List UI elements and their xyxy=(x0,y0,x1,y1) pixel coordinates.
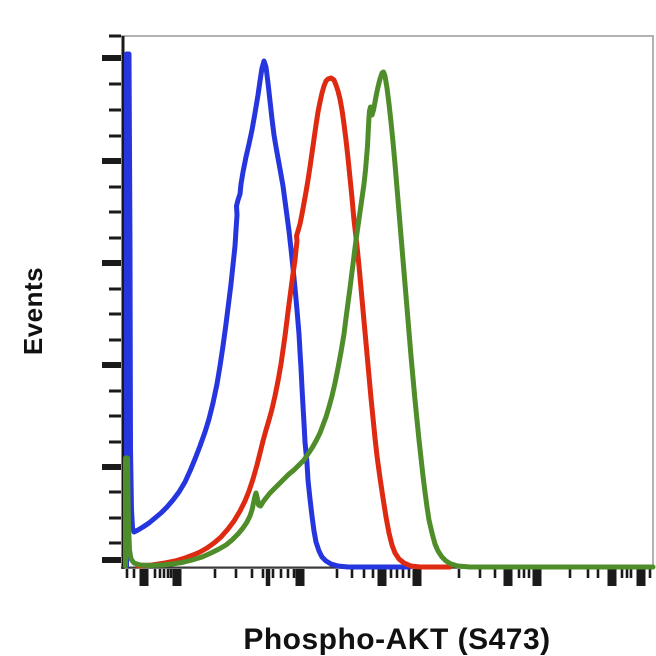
x-tick xyxy=(261,569,265,578)
x-tick xyxy=(132,569,136,578)
y-axis-label: Events xyxy=(18,267,48,355)
y-tick xyxy=(109,236,121,240)
x-axis-label: Phospho-AKT (S473) xyxy=(243,623,550,656)
y-tick xyxy=(109,82,121,86)
y-tick xyxy=(102,55,121,61)
y-tick xyxy=(109,312,121,316)
x-tick xyxy=(503,569,513,586)
y-tick xyxy=(109,440,121,444)
x-tick xyxy=(169,569,173,578)
x-tick xyxy=(517,569,521,578)
x-tick xyxy=(166,569,170,578)
x-tick xyxy=(371,569,375,578)
y-tick xyxy=(109,287,121,291)
y-tick xyxy=(109,414,121,418)
x-tick xyxy=(625,569,629,578)
x-tick xyxy=(607,569,617,586)
x-tick xyxy=(139,569,149,586)
axis-lines xyxy=(121,36,654,569)
green-histogram-curve xyxy=(123,69,656,570)
y-tick xyxy=(109,210,121,214)
x-tick xyxy=(213,569,217,578)
x-tick xyxy=(636,569,646,586)
y-axis-line xyxy=(121,36,125,569)
x-tick xyxy=(295,569,305,586)
y-tick xyxy=(109,389,121,393)
x-tick xyxy=(620,569,624,578)
x-tick xyxy=(162,569,166,578)
x-tick xyxy=(395,569,399,578)
y-tick xyxy=(109,541,121,545)
x-tick xyxy=(250,569,254,578)
x-tick xyxy=(596,569,600,578)
y-tick xyxy=(109,185,121,189)
x-tick xyxy=(234,569,238,578)
x-tick xyxy=(271,569,275,578)
blue-histogram-curve xyxy=(124,51,413,570)
y-tick xyxy=(109,490,121,494)
y-tick xyxy=(102,464,121,470)
red-histogram-curve xyxy=(135,75,453,570)
x-tick xyxy=(401,569,405,578)
x-tick xyxy=(279,569,283,578)
x-tick xyxy=(412,569,422,586)
y-tick xyxy=(102,362,121,368)
x-tick xyxy=(389,569,393,578)
x-tick xyxy=(125,569,129,578)
x-tick xyxy=(586,569,590,578)
x-tick xyxy=(629,569,633,578)
x-tick xyxy=(153,569,157,578)
histogram-curves xyxy=(123,51,656,570)
y-tick xyxy=(109,338,121,342)
x-tick xyxy=(568,569,572,578)
x-tick xyxy=(292,569,296,578)
y-tick xyxy=(109,34,121,38)
x-tick xyxy=(478,569,482,578)
y-tick xyxy=(109,134,121,138)
x-tick xyxy=(286,569,290,578)
x-tick xyxy=(648,569,652,578)
y-tick xyxy=(109,516,121,520)
x-tick xyxy=(158,569,162,578)
y-axis-ticks xyxy=(102,34,121,563)
y-tick xyxy=(102,158,121,164)
frame-top-line xyxy=(121,35,654,37)
x-tick xyxy=(335,569,339,578)
y-tick xyxy=(102,557,121,563)
plot-frame xyxy=(121,35,654,569)
x-tick xyxy=(457,569,461,578)
x-tick xyxy=(527,569,531,578)
x-axis-ticks xyxy=(125,569,652,586)
x-tick xyxy=(532,569,542,586)
y-tick xyxy=(109,108,121,112)
y-tick xyxy=(102,260,121,266)
x-tick xyxy=(522,569,526,578)
x-tick xyxy=(350,569,354,578)
x-tick xyxy=(362,569,366,578)
x-tick xyxy=(407,569,411,578)
x-tick xyxy=(172,569,182,586)
x-tick xyxy=(493,569,497,578)
frame-right-line xyxy=(652,35,654,569)
x-tick xyxy=(377,569,387,586)
x-tick xyxy=(265,569,271,586)
